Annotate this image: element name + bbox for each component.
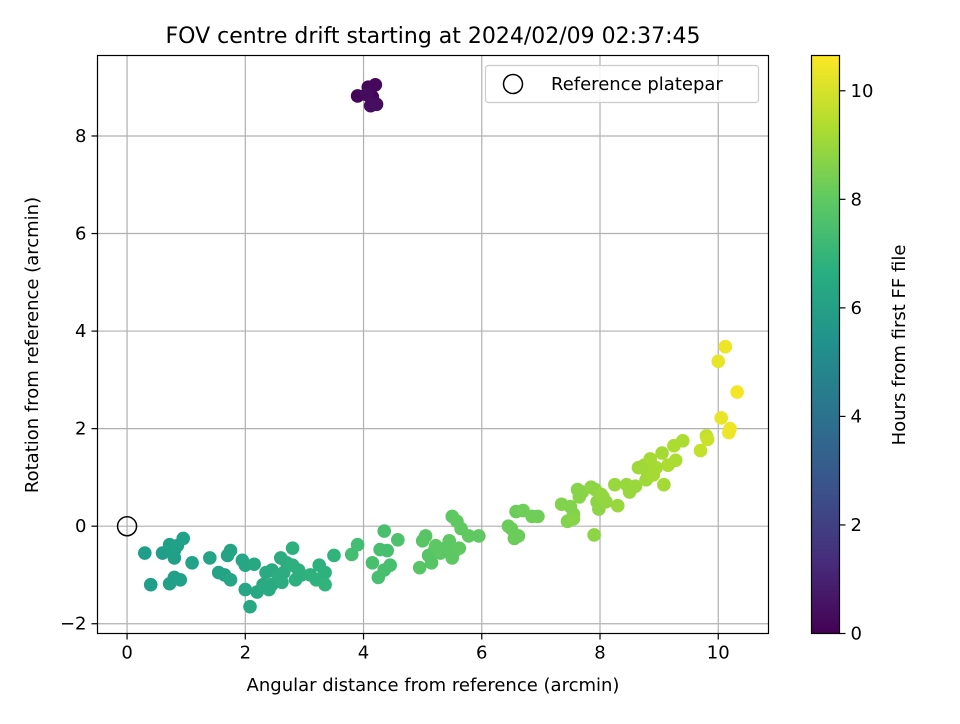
data-point [318,577,332,592]
x-tick-label: 8 [594,643,605,664]
y-tick-label: 4 [75,321,86,342]
data-point [655,446,669,460]
x-tick-label: 6 [476,643,487,664]
data-point [472,529,486,543]
data-point [377,524,392,538]
data-point [714,411,729,425]
x-tick-label: 10 [707,643,730,664]
data-point [285,541,300,555]
colorbar-tick-label: 2 [851,515,862,536]
data-point [711,354,726,369]
data-point [700,432,715,447]
data-point [137,546,152,560]
data-point [380,543,394,558]
y-tick-label: 2 [75,419,86,440]
data-point [318,565,332,580]
data-point [587,528,601,542]
data-point [203,551,217,565]
colorbar-label: Hours from first FF file [889,245,910,446]
data-point [176,531,191,546]
data-point [628,479,643,493]
data-point [730,385,744,399]
chart-title: FOV centre drift starting at 2024/02/09 … [166,24,701,49]
data-point [452,541,467,555]
data-point [383,558,397,573]
data-point [566,512,581,526]
data-point [442,534,457,548]
data-point [143,577,158,592]
x-tick-label: 4 [358,643,369,664]
legend: Reference platepar [484,64,760,104]
colorbar-tick-label: 4 [851,406,862,427]
colorbar-tick-label: 6 [851,298,862,319]
reference-marker [116,515,138,537]
x-tick-label: 0 [121,643,132,664]
data-point [607,477,622,492]
data-point [185,555,199,570]
data-point [693,443,708,458]
data-point [511,529,526,543]
data-point [418,529,433,543]
data-point [461,529,476,543]
data-point [365,555,380,570]
data-point [668,453,683,468]
data-point [391,533,405,547]
data-point [243,599,257,614]
colorbar-tick-label: 8 [851,189,862,210]
y-tick-label: −2 [60,614,87,635]
plot-frame [96,54,770,635]
legend-marker [502,73,524,95]
data-point [359,87,374,102]
data-point [723,421,737,436]
data-point [238,582,253,597]
tick-layer: 0 2 4 6 8 10 −2 0 2 4 6 8 [60,126,730,664]
point-layer [137,77,744,614]
y-tick-label: 8 [75,126,86,147]
colorbar-ticks: 0 2 4 6 8 10 [839,81,874,645]
data-point [368,77,383,92]
colorbar: 0 2 4 6 8 10 Hours from first FF file [810,54,910,645]
data-point [718,339,733,354]
colorbar-gradient [810,54,841,635]
data-point [675,434,690,448]
colorbar-tick-label: 0 [851,624,862,645]
data-point [350,537,365,552]
y-tick-label: 6 [75,224,86,245]
data-point [657,477,671,492]
y-axis-label: Rotation from reference (arcmin) [22,197,43,493]
data-point [327,548,341,563]
data-point [649,460,663,475]
data-point [531,509,545,524]
legend-box [484,64,760,104]
data-point [363,98,378,113]
data-point [610,498,625,513]
x-axis-label: Angular distance from reference (arcmin) [247,675,620,696]
data-point [599,495,613,509]
y-tick-label: 0 [75,516,86,537]
data-point [344,547,359,562]
x-tick-label: 2 [240,643,251,664]
data-point [412,560,427,575]
data-point [173,573,188,587]
data-point [223,573,238,587]
data-point [424,555,439,570]
data-point [247,557,261,572]
colorbar-tick-label: 10 [851,81,874,102]
legend-label: Reference platepar [551,74,723,95]
data-point [223,543,238,558]
grid-layer [97,55,769,634]
